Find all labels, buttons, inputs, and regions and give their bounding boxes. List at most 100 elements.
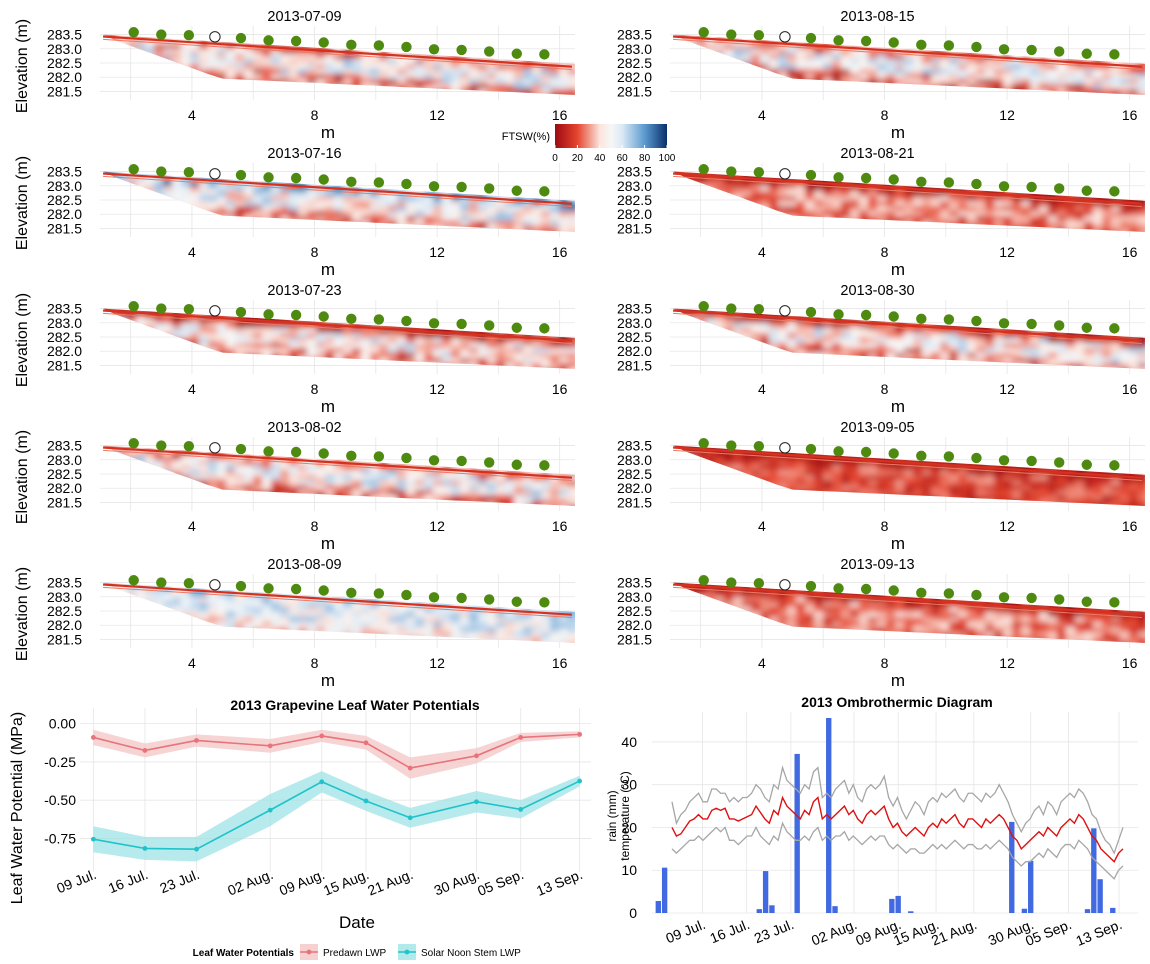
ftsw-cell: [559, 79, 569, 85]
ftsw-cell: [109, 353, 119, 359]
ftsw-cell: [298, 308, 308, 309]
ftsw-cell: [1138, 94, 1145, 96]
ftsw-cell: [370, 358, 380, 364]
ftsw-cell: [670, 24, 680, 30]
ftsw-cell: [550, 34, 560, 35]
ftsw-cell: [976, 221, 986, 227]
ftsw-cell: [253, 34, 263, 35]
ftsw-cell: [1048, 74, 1058, 80]
ftsw-cell: [904, 39, 914, 45]
ftsw-cell: [109, 216, 119, 222]
ftsw-cell: [307, 49, 317, 55]
ftsw-cell: [1120, 328, 1130, 334]
ftsw-cell: [325, 84, 335, 90]
ftsw-cell: [550, 363, 560, 369]
ftsw-cell: [208, 328, 218, 334]
ftsw-cell: [688, 338, 698, 344]
ftsw-cell: [1120, 186, 1130, 192]
ftsw-cell: [541, 161, 551, 167]
ftsw-cell: [796, 161, 806, 167]
sensor-dot: [183, 304, 195, 315]
ftsw-cell: [190, 44, 200, 50]
ftsw-cell: [523, 176, 533, 182]
ftsw-cell: [904, 89, 914, 95]
ftsw-cell: [361, 59, 371, 65]
ftsw-cell: [181, 236, 191, 242]
ftsw-cell: [163, 368, 173, 370]
ftsw-cell: [949, 343, 959, 349]
ftsw-cell: [1111, 99, 1121, 105]
ftsw-cell: [103, 328, 110, 334]
ftsw-cell: [199, 186, 209, 192]
ftsw-cell: [550, 69, 560, 75]
ftsw-cell: [1075, 74, 1085, 80]
ftsw-cell: [1039, 216, 1049, 222]
ftsw-cell: [334, 79, 344, 85]
ftsw-cell: [1111, 211, 1121, 217]
ftsw-cell: [886, 49, 896, 55]
ftsw-cell: [1021, 236, 1031, 242]
ftsw-cell: [1066, 206, 1076, 212]
ftsw-cell: [1066, 89, 1076, 95]
ftsw-cell: [181, 206, 191, 212]
ftsw-cell: [1093, 84, 1103, 90]
ftsw-cell: [253, 363, 263, 369]
sensor-dot: [318, 174, 329, 185]
ftsw-cell: [1039, 186, 1049, 192]
ftsw-cell: [850, 216, 860, 222]
ftsw-cell: [1129, 99, 1139, 105]
ftsw-cell: [550, 231, 560, 233]
ftsw-cell: [163, 206, 173, 212]
ftsw-cell: [415, 373, 425, 379]
ftsw-cell: [523, 211, 533, 217]
ftsw-cell: [724, 196, 734, 202]
sensor-dot: [833, 172, 844, 183]
ftsw-cell: [352, 358, 362, 364]
ftsw-cell: [985, 211, 995, 217]
ftsw-cell: [895, 74, 905, 80]
ftsw-cell: [715, 171, 725, 172]
ftsw-cell: [1003, 171, 1013, 172]
ftsw-cell: [388, 94, 398, 96]
ftsw-cell: [361, 24, 371, 30]
soil-surface-line: [102, 35, 573, 68]
ftsw-cell: [343, 74, 353, 80]
ftsw-cell: [976, 196, 986, 202]
ftsw-cell: [985, 338, 995, 344]
ftsw-cell: [550, 89, 560, 95]
ftsw-cell: [868, 226, 878, 232]
ftsw-cell: [181, 191, 191, 197]
ftsw-cell: [307, 216, 317, 222]
ftsw-cell: [814, 74, 824, 80]
ftsw-cell: [487, 343, 497, 349]
ftsw-cell: [1039, 49, 1049, 55]
ftsw-cell: [568, 236, 578, 242]
ftsw-cell: [451, 328, 461, 334]
ftsw-cell: [1012, 201, 1022, 207]
ftsw-cell: [679, 79, 689, 85]
ftsw-cell: [670, 236, 680, 242]
ftsw-cell: [940, 236, 950, 242]
ftsw-cell: [1057, 84, 1067, 90]
ftsw-cell: [487, 368, 497, 370]
ftsw-cell: [778, 49, 788, 55]
ftsw-cell: [967, 69, 977, 75]
ftsw-cell: [289, 99, 299, 105]
ftsw-cell: [343, 79, 353, 85]
ftsw-cell: [199, 206, 209, 212]
ftsw-cell: [859, 201, 869, 207]
ftsw-cell: [823, 24, 833, 30]
ftsw-cell: [814, 94, 824, 96]
ftsw-cell: [679, 333, 689, 339]
ftsw-cell: [109, 221, 119, 227]
ftsw-cell: [1084, 34, 1094, 35]
ftsw-cell: [994, 201, 1004, 207]
ftsw-cell: [361, 69, 371, 75]
ftsw-cell: [742, 236, 752, 242]
ftsw-cell: [343, 161, 353, 167]
ftsw-cell: [442, 99, 452, 105]
ftsw-cell: [469, 64, 479, 70]
ftsw-cell: [994, 79, 1004, 85]
ftsw-cell: [1021, 94, 1031, 96]
ftsw-cell: [217, 49, 227, 55]
